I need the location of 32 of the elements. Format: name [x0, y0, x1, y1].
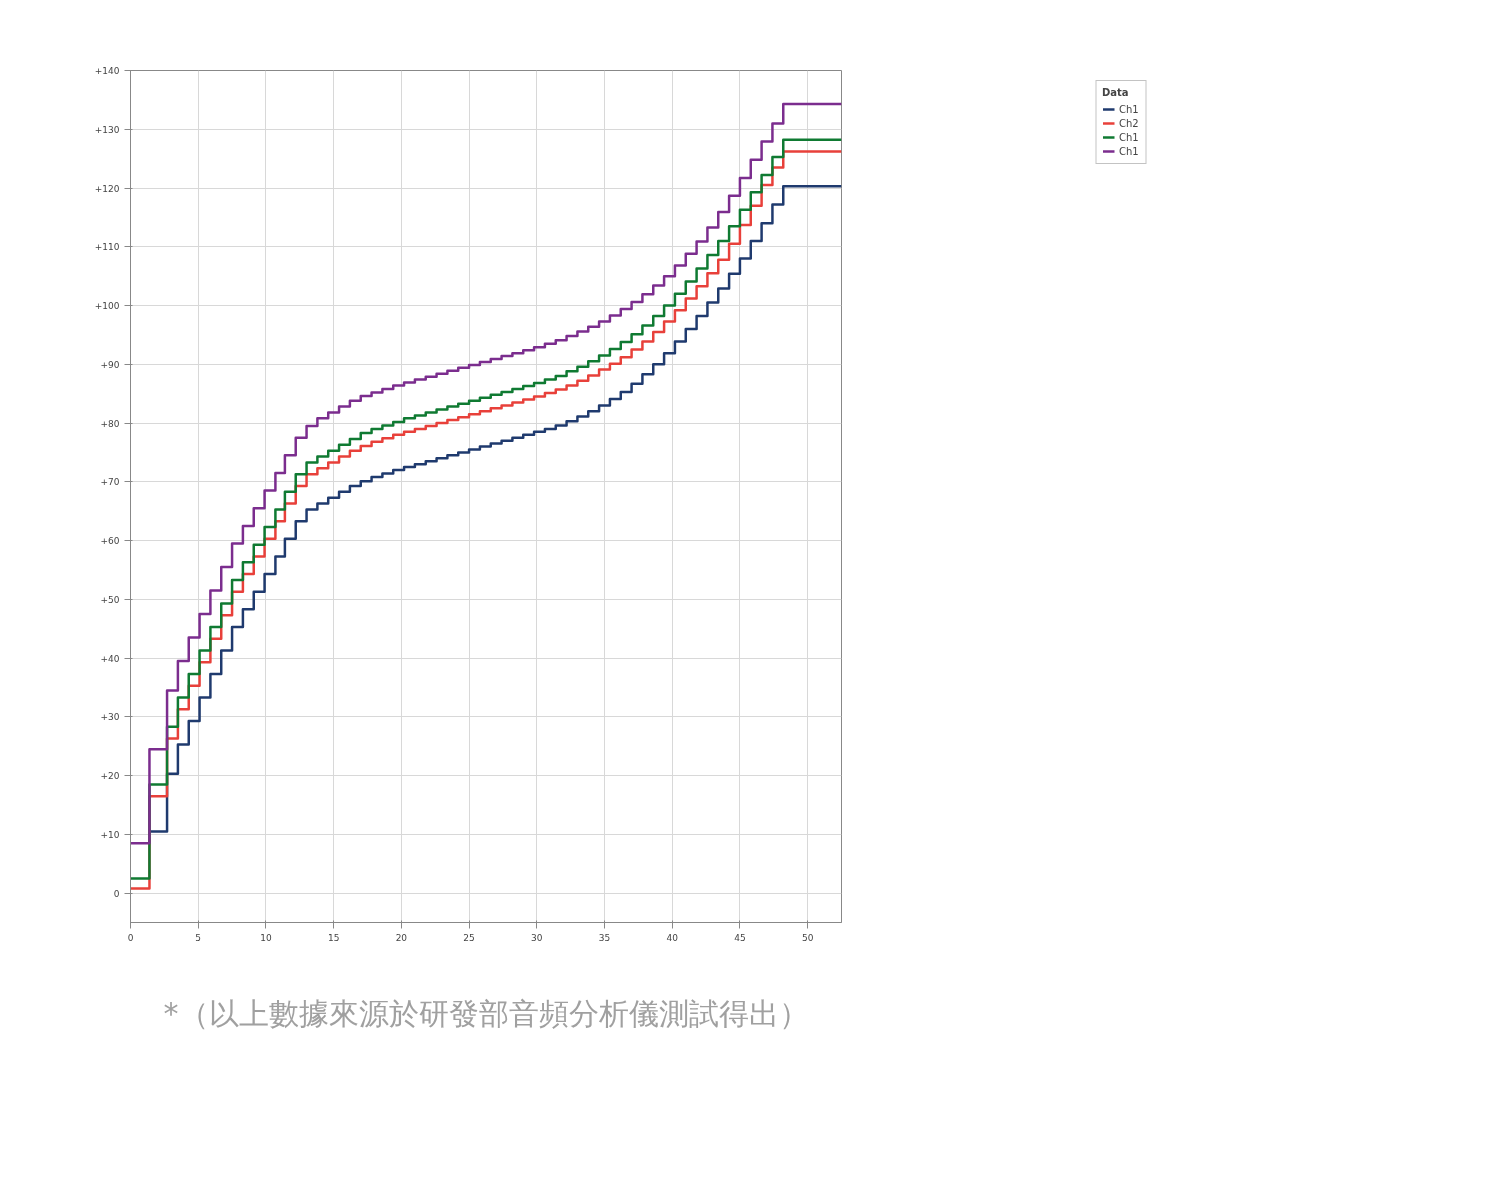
y-tick-label: +130 [94, 124, 120, 135]
x-tick-label: 15 [327, 932, 340, 943]
text: *（以上數據來源於研發部音頻分析儀測試得出） [163, 995, 809, 1031]
x-tick-label: 35 [598, 932, 611, 943]
y-tick-label: +30 [100, 712, 120, 723]
y-tick-label: +40 [100, 653, 120, 664]
y-tick-label: +20 [100, 771, 120, 782]
y-tick-label: +50 [100, 594, 120, 605]
x-tick-label: 45 [734, 932, 746, 943]
legend-label: Ch2 [1119, 117, 1139, 129]
y-tick-label: +100 [94, 301, 120, 312]
x-tick-label: 40 [666, 932, 679, 943]
y-tick-label: +90 [100, 359, 120, 370]
y-tick-label: +10 [100, 829, 120, 840]
legend-title: Data [1102, 87, 1130, 98]
y-tick-label: +110 [94, 242, 120, 253]
y-tick-label: +60 [100, 536, 120, 547]
y-tick-label: +140 [94, 66, 120, 76]
y-tick-label: +120 [94, 183, 120, 194]
legend-label: Ch1 [1119, 131, 1139, 143]
legend-label: Ch1 [1119, 145, 1139, 157]
x-tick-label: 10 [260, 932, 272, 943]
x-tick-label: 25 [463, 932, 475, 943]
x-tick-label: 5 [195, 932, 202, 943]
legend-label: Ch1 [1119, 103, 1139, 115]
x-tick-label: 50 [801, 932, 814, 943]
x-tick-label: 30 [531, 932, 543, 943]
y-tick-label: 0 [113, 888, 120, 899]
x-tick-label: 0 [127, 932, 134, 943]
x-tick-label: 20 [395, 932, 408, 943]
y-tick-label: +80 [100, 418, 120, 429]
y-tick-label: +70 [100, 477, 120, 488]
